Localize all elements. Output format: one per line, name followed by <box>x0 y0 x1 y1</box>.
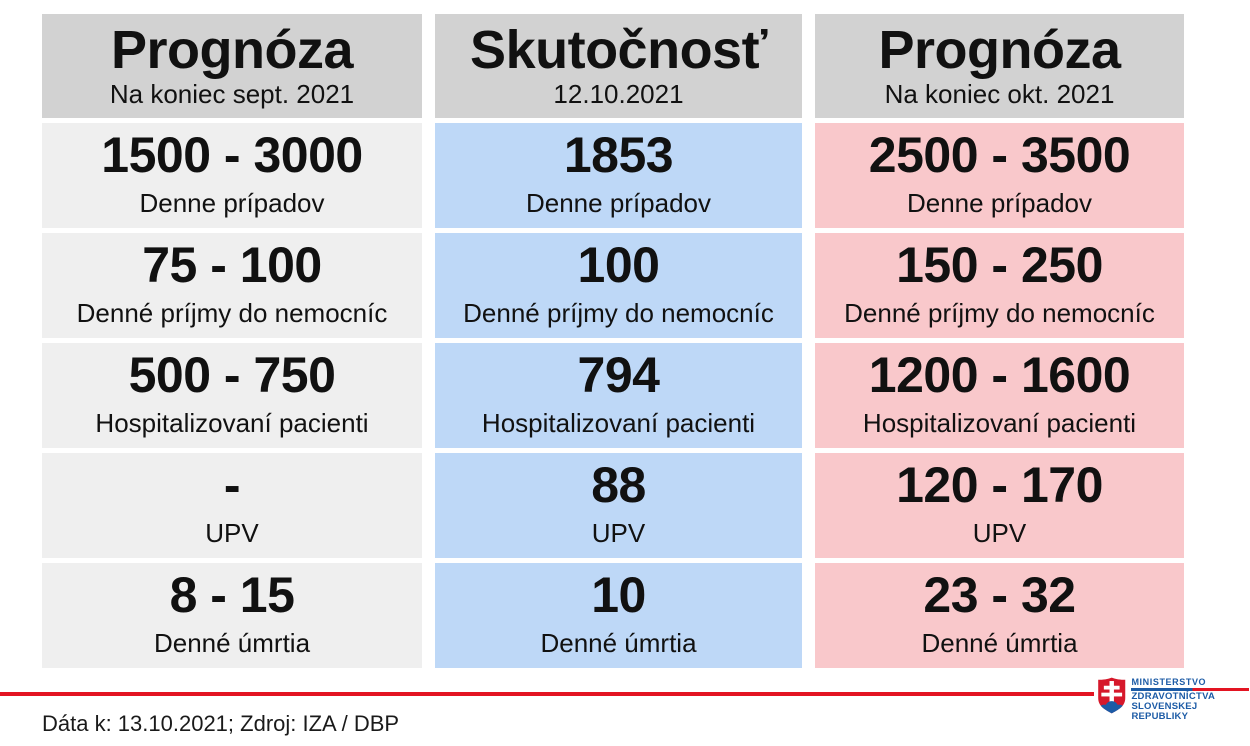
cell-upv-forecast-okt: 120 - 170 UPV <box>815 453 1184 558</box>
cell-hospitalized-forecast-sept: 500 - 750 Hospitalizovaní pacienti <box>42 343 422 448</box>
header-actual: Skutočnosť 12.10.2021 <box>435 14 802 118</box>
cell-upv-actual: 88 UPV <box>435 453 802 558</box>
cell-admissions-forecast-okt: 150 - 250 Denné príjmy do nemocníc <box>815 233 1184 338</box>
cell-admissions-actual: 100 Denné príjmy do nemocníc <box>435 233 802 338</box>
cell-value: 100 <box>577 237 660 294</box>
column-subtitle: 12.10.2021 <box>553 78 684 109</box>
header-forecast-sept: Prognóza Na koniec sept. 2021 <box>42 14 422 118</box>
ministry-logo-text: MINISTERSTVO ZDRAVOTNÍCTVA SLOVENSKEJ RE… <box>1131 675 1250 722</box>
cell-label: Denné úmrtia <box>921 627 1078 658</box>
cell-label: Hospitalizovaní pacienti <box>862 407 1137 438</box>
cell-value: 88 <box>591 457 646 514</box>
ministry-name-line2: ZDRAVOTNÍCTVA <box>1131 691 1216 702</box>
cell-label: Denne prípadov <box>139 187 325 218</box>
cell-daily-cases-actual: 1853 Denne prípadov <box>435 123 802 228</box>
cell-value: 794 <box>577 347 660 404</box>
cell-label: Denne prípadov <box>525 187 712 218</box>
column-subtitle: Na koniec okt. 2021 <box>884 78 1115 109</box>
cell-deaths-forecast-okt: 23 - 32 Denné úmrtia <box>815 563 1184 668</box>
column-title: Prognóza <box>878 19 1121 80</box>
cell-value: 75 - 100 <box>142 237 322 294</box>
ministry-name-line1: MINISTERSTVO <box>1131 677 1207 687</box>
cell-label: UPV <box>591 517 646 548</box>
cell-label: Denne prípadov <box>906 187 1093 218</box>
cell-value: 120 - 170 <box>896 457 1103 514</box>
cell-value: 500 - 750 <box>128 347 336 404</box>
cell-deaths-forecast-sept: 8 - 15 Denné úmrtia <box>42 563 422 668</box>
cell-value: 10 <box>591 567 646 624</box>
cell-label: Denné úmrtia <box>540 627 697 658</box>
footer-divider-line <box>0 692 1094 696</box>
cell-value: 23 - 32 <box>923 567 1076 624</box>
cell-label: UPV <box>205 517 259 548</box>
cell-deaths-actual: 10 Denné úmrtia <box>435 563 802 668</box>
comparison-table: Prognóza Na koniec sept. 2021 Skutočnosť… <box>42 14 1184 668</box>
cell-hospitalized-actual: 794 Hospitalizovaní pacienti <box>435 343 802 448</box>
cell-value: 1500 - 3000 <box>101 127 363 184</box>
cell-label: Denné príjmy do nemocníc <box>844 297 1155 328</box>
column-subtitle: Na koniec sept. 2021 <box>109 78 355 109</box>
cell-label: Denné príjmy do nemocníc <box>76 297 388 328</box>
header-forecast-okt: Prognóza Na koniec okt. 2021 <box>815 14 1184 118</box>
cell-value: - <box>223 457 241 514</box>
cell-value: 1853 <box>563 127 674 184</box>
cell-value: 1200 - 1600 <box>868 347 1131 404</box>
cell-hospitalized-forecast-okt: 1200 - 1600 Hospitalizovaní pacienti <box>815 343 1184 448</box>
logo-underline <box>1131 688 1250 691</box>
cell-label: Denné príjmy do nemocníc <box>463 297 774 328</box>
cell-value: 2500 - 3500 <box>868 127 1131 184</box>
column-title: Prognóza <box>110 19 354 80</box>
slovak-coat-of-arms-icon <box>1098 677 1126 714</box>
cell-daily-cases-forecast-sept: 1500 - 3000 Denne prípadov <box>42 123 422 228</box>
cell-admissions-forecast-sept: 75 - 100 Denné príjmy do nemocníc <box>42 233 422 338</box>
cell-daily-cases-forecast-okt: 2500 - 3500 Denne prípadov <box>815 123 1184 228</box>
cell-label: Denné úmrtia <box>153 627 311 658</box>
ministry-name-line3: SLOVENSKEJ REPUBLIKY <box>1131 701 1198 722</box>
cell-upv-forecast-sept: - UPV <box>42 453 422 558</box>
cell-label: UPV <box>972 517 1027 548</box>
ministry-logo: MINISTERSTVO ZDRAVOTNÍCTVA SLOVENSKEJ RE… <box>1096 675 1250 722</box>
cell-label: Hospitalizovaní pacienti <box>95 407 369 438</box>
cell-value: 8 - 15 <box>169 567 295 624</box>
cell-value: 150 - 250 <box>896 237 1103 294</box>
source-note: Dáta k: 13.10.2021; Zdroj: IZA / DBP <box>42 711 400 736</box>
column-title: Skutočnosť <box>470 19 767 80</box>
cell-label: Hospitalizovaní pacienti <box>481 407 756 438</box>
